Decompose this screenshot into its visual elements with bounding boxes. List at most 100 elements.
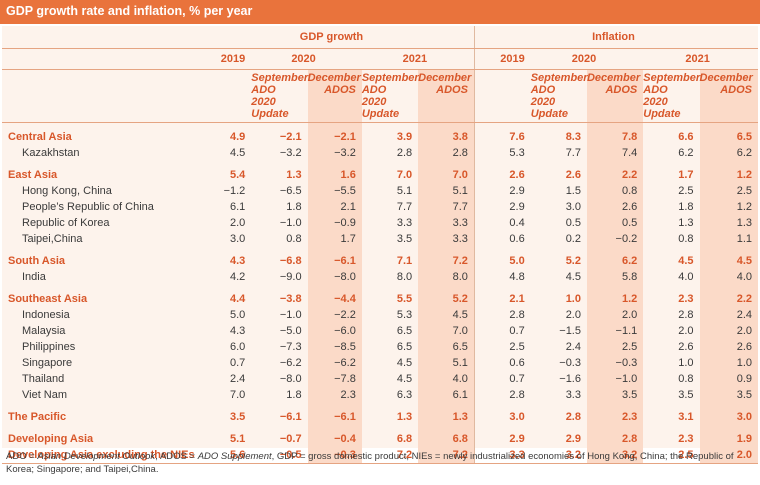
- value-cell: 2.8: [418, 145, 475, 161]
- value-cell: 6.8: [418, 431, 475, 447]
- row-label: Malaysia: [22, 324, 66, 337]
- value-cell: 2.8: [678, 308, 694, 321]
- value-cell: 2.0: [565, 308, 581, 321]
- header-gdp-2021-dec: December ADOS: [418, 69, 475, 123]
- value-cell: −7.8: [307, 371, 362, 387]
- value-cell: 2.3: [586, 409, 644, 425]
- value-cell: 8.0: [396, 270, 413, 283]
- value-cell: 1.3: [286, 168, 302, 181]
- value-cell: 4.5: [699, 253, 758, 269]
- economy-row: Malaysia 4.3 −5.0 −6.0 6.5 7.0 0.7 −1.5 −1.1 2.0 2…: [2, 323, 758, 339]
- value-cell: 5.0: [473, 253, 531, 269]
- value-cell: 1.3: [396, 410, 413, 423]
- region-row: Southeast Asia 4.4 −3.8 −4.4 5.5 5.2 2.1 1.0 1.2…: [2, 291, 758, 307]
- value-cell: 6.5: [418, 339, 475, 355]
- value-cell: 2.0: [229, 216, 246, 229]
- row-label: Viet Nam: [22, 388, 68, 401]
- value-cell: 1.2: [586, 291, 644, 307]
- row-label: India: [22, 270, 46, 283]
- value-cell: 2.8: [473, 387, 531, 403]
- header-inf-2021: 2021: [643, 48, 758, 70]
- row-label: People’s Republic of China: [22, 200, 154, 213]
- header-gdp-2020-dec: December ADOS: [307, 69, 362, 123]
- value-cell: 5.4: [229, 168, 246, 181]
- value-cell: −5.5: [307, 183, 362, 199]
- value-cell: 2.3: [678, 292, 694, 305]
- value-cell: 3.3: [396, 216, 413, 229]
- value-cell: 6.2: [586, 253, 644, 269]
- value-cell: 7.7: [396, 200, 413, 213]
- value-cell: 1.8: [678, 200, 694, 213]
- value-cell: −8.5: [307, 339, 362, 355]
- value-cell: 0.8: [678, 232, 694, 245]
- header-gdp-2021: 2021: [361, 48, 475, 70]
- value-cell: 2.2: [586, 167, 644, 183]
- value-cell: −6.2: [279, 356, 302, 369]
- value-cell: −0.5: [251, 447, 308, 464]
- value-cell: 2.8: [565, 410, 581, 423]
- value-cell: −1.6: [559, 372, 581, 385]
- value-cell: 8.3: [565, 130, 581, 143]
- value-cell: 2.9: [565, 432, 581, 445]
- value-cell: 5.1: [418, 355, 475, 371]
- value-cell: 0.5: [586, 215, 644, 231]
- economy-row: Thailand 2.4 −8.0 −7.8 4.5 4.0 0.7 −1.6 −1.0 0.8 0…: [2, 371, 758, 387]
- economy-row: Kazakhstan 4.5 −3.2 −3.2 2.8 2.8 5.3 7.7 7.4 6.2 6…: [2, 145, 758, 161]
- value-cell: 2.0: [586, 307, 644, 323]
- value-cell: 4.0: [699, 269, 758, 285]
- value-cell: 3.0: [699, 409, 758, 425]
- value-cell: 7.7: [418, 199, 475, 215]
- value-cell: −4.4: [307, 291, 362, 307]
- row-label: Indonesia: [22, 308, 70, 321]
- region-row: The Pacific 3.5 −6.1 −6.1 1.3 1.3 3.0 2.8 2.3 3.1…: [2, 409, 758, 425]
- value-cell: 7.1: [396, 254, 413, 267]
- value-cell: 2.3: [678, 432, 694, 445]
- value-cell: 4.8: [473, 269, 531, 285]
- value-cell: 0.8: [586, 183, 644, 199]
- value-cell: 3.2: [530, 447, 587, 464]
- value-cell: 3.3: [473, 447, 531, 464]
- value-cell: 2.3: [307, 387, 362, 403]
- row-label: East Asia: [8, 168, 58, 181]
- value-cell: 5.1: [396, 184, 413, 197]
- value-cell: 5.3: [473, 145, 531, 161]
- value-cell: 0.5: [565, 216, 581, 229]
- value-cell: 7.0: [418, 323, 475, 339]
- value-cell: 6.0: [229, 340, 246, 353]
- value-cell: 2.6: [699, 339, 758, 355]
- value-cell: −7.3: [279, 340, 302, 353]
- value-cell: −0.7: [279, 432, 302, 445]
- value-cell: 2.5: [643, 447, 700, 464]
- value-cell: 1.8: [286, 388, 302, 401]
- header-gdp-2019: 2019: [195, 48, 252, 70]
- value-cell: 2.8: [396, 146, 413, 159]
- value-cell: 6.3: [396, 388, 413, 401]
- value-cell: 2.5: [699, 183, 758, 199]
- value-cell: 4.5: [229, 146, 246, 159]
- value-cell: 4.3: [229, 254, 246, 267]
- row-label: Kazakhstan: [22, 146, 80, 159]
- value-cell: 1.7: [307, 231, 362, 247]
- value-cell: 6.5: [699, 129, 758, 145]
- value-cell: 5.6: [195, 447, 252, 464]
- region-row: Central Asia 4.9 −2.1 −2.1 3.9 3.8 7.6 8.3 7.8 6.…: [2, 129, 758, 145]
- title-bar: GDP growth rate and inflation, % per yea…: [0, 0, 760, 24]
- value-cell: −0.3: [307, 447, 362, 464]
- value-cell: 4.5: [418, 307, 475, 323]
- row-label: Hong Kong, China: [22, 184, 112, 197]
- row-label: Central Asia: [8, 130, 72, 143]
- value-cell: −1.0: [586, 371, 644, 387]
- value-cell: 2.4: [565, 340, 581, 353]
- value-cell: 1.2: [699, 199, 758, 215]
- value-cell: −2.2: [307, 307, 362, 323]
- value-cell: 2.0: [699, 323, 758, 339]
- value-cell: −0.3: [586, 355, 644, 371]
- value-cell: 0.7: [229, 356, 246, 369]
- value-cell: 3.3: [418, 215, 475, 231]
- value-cell: 1.1: [699, 231, 758, 247]
- value-cell: 3.0: [473, 409, 531, 425]
- value-cell: 2.9: [473, 199, 531, 215]
- value-cell: 5.5: [396, 292, 413, 305]
- header-inf-2019: 2019: [473, 48, 531, 70]
- value-cell: 4.5: [396, 372, 413, 385]
